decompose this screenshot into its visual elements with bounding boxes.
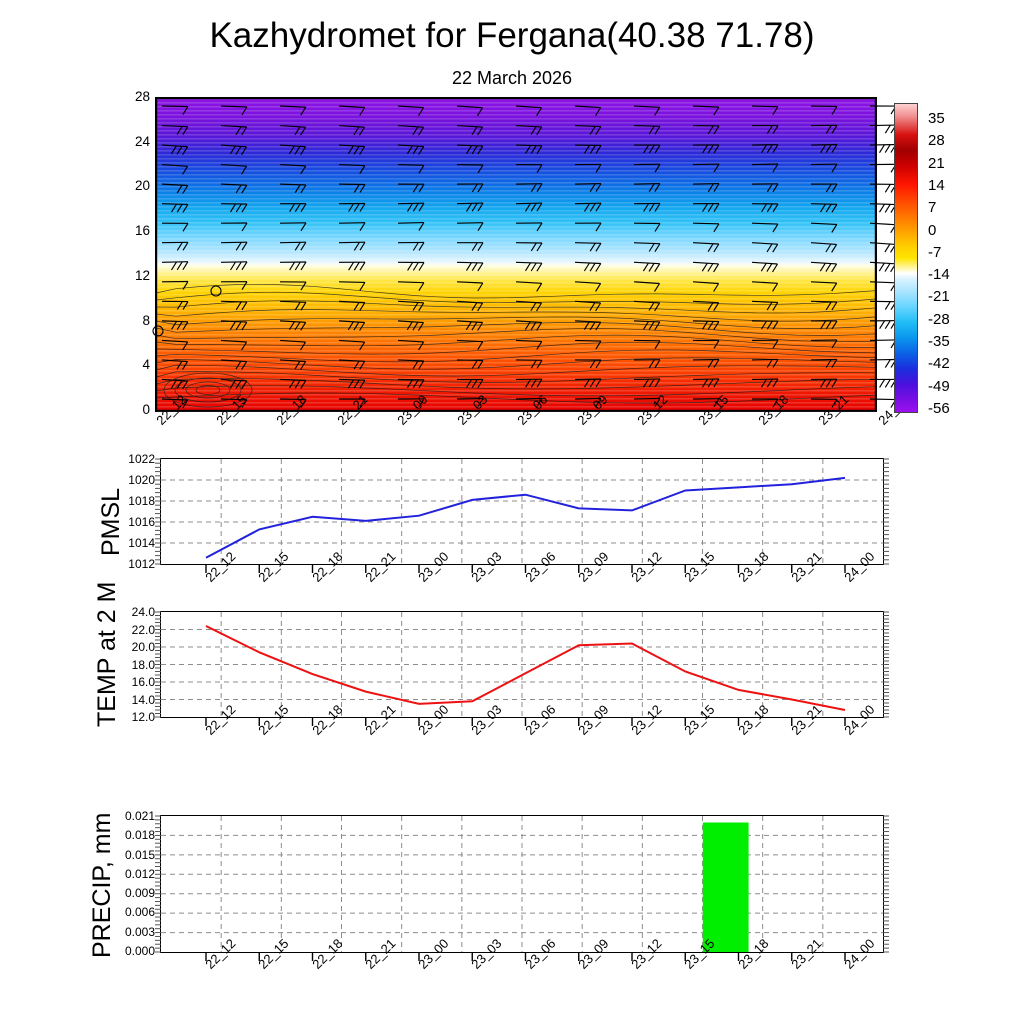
precip-ytick-3: 0.009 — [124, 886, 155, 901]
pmsl-ytick-0: 1012 — [128, 557, 155, 571]
temp-ytick-5: 22.0 — [131, 622, 155, 637]
precip-ytick-2: 0.006 — [124, 905, 155, 920]
cross-section-ytick-5: 20 — [134, 178, 150, 194]
page-title: Kazhydromet for Fergana(40.38 71.78) — [209, 16, 815, 55]
temp-ytick-1: 14.0 — [131, 692, 155, 707]
pmsl-plot — [155, 458, 889, 573]
precip-panel — [155, 815, 889, 961]
page-subtitle: 22 March 2026 — [451, 68, 573, 88]
pmsl-axis-label: PMSL — [97, 487, 125, 556]
temp-ytick-6: 24.0 — [131, 605, 155, 619]
temp-ytick-2: 16.0 — [131, 675, 155, 689]
cross-section-ytick-6: 24 — [134, 133, 150, 149]
colorbar-tick-13: -56 — [928, 399, 950, 417]
cross-section-ytick-4: 16 — [134, 223, 150, 239]
precip-ytick-0: 0.000 — [124, 944, 155, 958]
temp-panel — [155, 611, 889, 726]
colorbar-tick-8: -21 — [928, 288, 950, 306]
temp-ytick-4: 20.0 — [131, 640, 155, 654]
precip-ytick-5: 0.015 — [124, 847, 155, 862]
temp-ytick-3: 18.0 — [131, 657, 155, 672]
pmsl-ytick-4: 1020 — [128, 473, 155, 487]
cross-section-ytick-1: 4 — [142, 357, 150, 373]
colorbar-tick-7: -14 — [928, 266, 950, 284]
cross-section-plot — [152, 97, 897, 412]
pmsl-ytick-1: 1014 — [128, 536, 155, 550]
precip-axis-label: PRECIP, mm — [88, 812, 116, 958]
colorbar-tick-2: 21 — [928, 154, 945, 172]
pmsl-ytick-5: 1022 — [128, 452, 155, 466]
temp-plot — [155, 611, 889, 726]
colorbar-tick-5: 0 — [928, 221, 937, 239]
colorbar-tick-0: 35 — [928, 110, 945, 127]
pmsl-panel — [155, 458, 889, 573]
colorbar-tick-11: -42 — [928, 355, 950, 373]
colorbar-tick-3: 14 — [928, 176, 945, 194]
pmsl-ytick-2: 1016 — [128, 515, 155, 529]
cross-section-ytick-2: 8 — [142, 312, 150, 328]
cross-section-ytick-3: 12 — [134, 267, 150, 283]
sounding-cross-section-panel — [152, 97, 897, 412]
colorbar-tick-6: -7 — [928, 243, 942, 261]
precip-ytick-7: 0.021 — [124, 809, 155, 823]
precip-ytick-4: 0.012 — [124, 866, 155, 881]
colorbar-tick-10: -35 — [928, 333, 950, 350]
colorbar-gradient — [894, 103, 918, 413]
temp-axis-label: TEMP at 2 M — [93, 581, 121, 727]
precip-plot — [155, 815, 889, 961]
colorbar-tick-1: 28 — [928, 132, 945, 150]
colorbar-tick-9: -28 — [928, 310, 950, 328]
cross-section-ytick-7: 28 — [134, 89, 150, 104]
cross-section-ytick-0: 0 — [142, 402, 150, 417]
colorbar: 35 28 21 14 7 0 -7 -14 -21 -28 -35 -42 -49 -56 — [894, 103, 1014, 417]
precip-ytick-1: 0.003 — [124, 924, 155, 939]
precip-ytick-6: 0.018 — [124, 828, 155, 843]
colorbar-tick-4: 7 — [928, 199, 937, 217]
pmsl-ytick-3: 1018 — [128, 494, 155, 508]
temp-ytick-0: 12.0 — [131, 710, 155, 724]
colorbar-tick-12: -49 — [928, 377, 950, 395]
